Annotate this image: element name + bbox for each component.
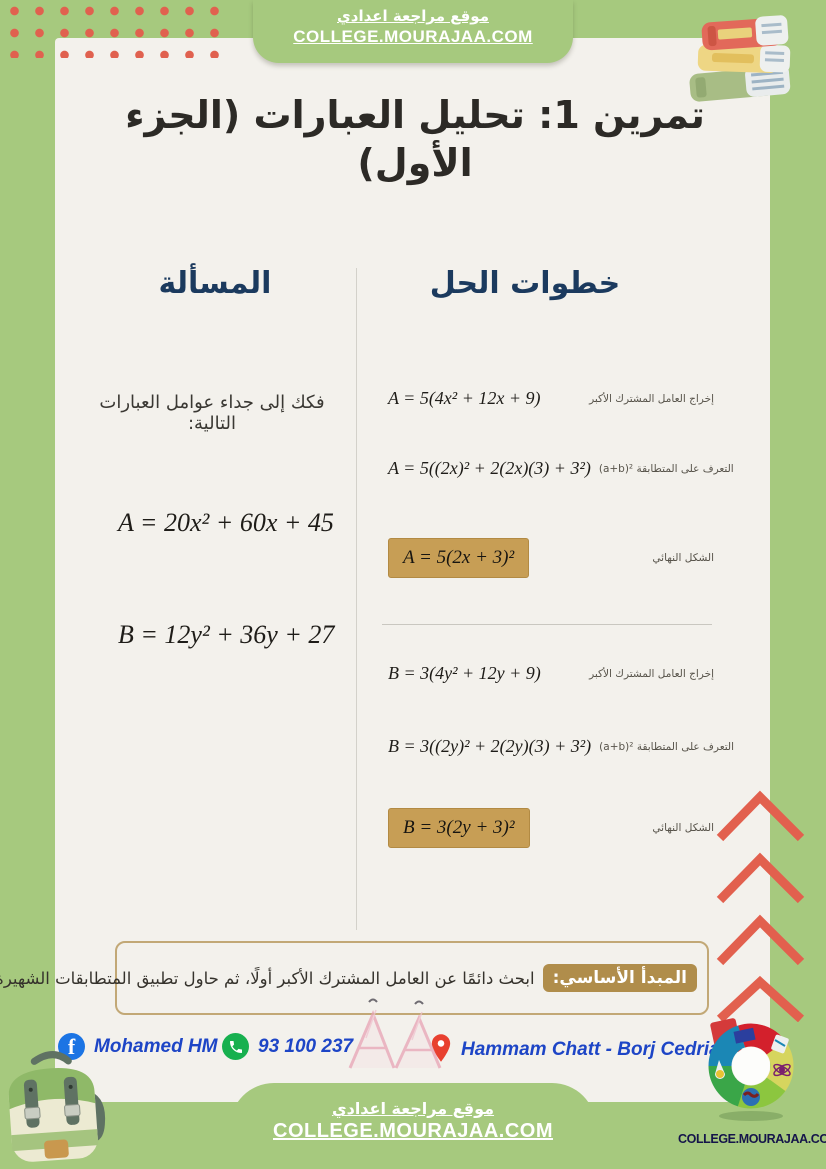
site-name: موقع مراجعة اعدادي: [337, 7, 489, 25]
location-contact[interactable]: Hammam Chatt - Borj Cedria: [430, 1033, 720, 1067]
site-url-link[interactable]: COLLEGE.MOURAJAA.COM: [293, 27, 533, 46]
solution-steps: A = 5(4x² + 12x + 9) إخراج العامل المشتر…: [366, 380, 734, 892]
step-label: الشكل النهائي: [652, 552, 714, 564]
polka-dots-decoration: [0, 0, 222, 58]
expression-b: B = 12y² + 36y + 27: [118, 620, 335, 649]
site-footer-tab: موقع مراجعة اعدادي COLLEGE.MOURAJAA.COM: [230, 1083, 596, 1169]
location-pin-icon: [430, 1033, 452, 1067]
step-equation: B = 3(4y² + 12y + 9): [388, 663, 541, 683]
step-label: التعرف على المتطابقة ‎(a+b)²‎: [599, 740, 735, 753]
whatsapp-phone-icon: [222, 1033, 249, 1060]
chevron-arrows-decoration: [716, 790, 805, 1022]
step-label: التعرف على المتطابقة ‎(a+b)²‎: [598, 462, 734, 475]
principle-text: ابحث دائمًا عن العامل المشترك الأكبر أول…: [0, 968, 535, 988]
step-equation: A = 5((2x)² + 2(2x)(3) + 3²): [388, 458, 591, 478]
pink-sketch-decoration: [348, 998, 442, 1069]
backpack-illustration: [8, 1051, 106, 1162]
site-logo: COLLEGE.MOURAJAA.COM: [678, 1014, 826, 1146]
step-label: إخراج العامل المشترك الأكبر: [589, 667, 714, 680]
step-label: الشكل النهائي: [652, 822, 714, 834]
solution-step-a1: A = 5(4x² + 12x + 9) إخراج العامل المشتر…: [366, 388, 714, 409]
problem-instruction: فكك إلى جداء عوامل العبارات التالية:: [99, 392, 325, 434]
step-equation: A = 5(4x² + 12x + 9): [388, 388, 541, 408]
site-header-tab: موقع مراجعة اعدادي COLLEGE.MOURAJAA.COM: [253, 0, 573, 63]
final-form-b: B = 3(2y + 3)²: [388, 808, 530, 848]
solution-step-b-final: B = 3(2y + 3)² الشكل النهائي: [366, 808, 714, 848]
site-url-link[interactable]: COLLEGE.MOURAJAA.COM: [273, 1120, 553, 1142]
problem-column-header: المسألة: [158, 266, 272, 301]
solution-step-b1: B = 3(4y² + 12y + 9) إخراج العامل المشتر…: [366, 663, 714, 684]
principle-label: المبدأ الأساسي:: [542, 964, 697, 992]
logo-caption: COLLEGE.MOURAJAA.COM: [678, 1132, 826, 1146]
step-equation: B = 3((2y)² + 2(2y)(3) + 3²): [388, 736, 592, 756]
column-divider: [356, 268, 357, 930]
facebook-name: Mohamed HM: [94, 1035, 218, 1057]
books-stack-illustration: [689, 15, 791, 102]
principle-box: المبدأ الأساسي: ابحث دائمًا عن العامل ال…: [0, 941, 709, 1015]
exercise-title: تمرين 1: تحليل العبارات (الجزء الأول): [125, 93, 705, 185]
location-text: Hammam Chatt - Borj Cedria: [461, 1039, 720, 1060]
phone-number: 93 100 237: [258, 1035, 354, 1057]
solution-step-b2: B = 3((2y)² + 2(2y)(3) + 3²) التعرف على …: [366, 736, 734, 757]
solution-step-a-final: A = 5(2x + 3)² الشكل النهائي: [366, 538, 714, 578]
education-ring-logo-icon: [708, 1018, 794, 1121]
final-form-a: A = 5(2x + 3)²: [388, 538, 530, 578]
section-divider: [382, 624, 712, 625]
solution-column-header: خطوات الحل: [429, 266, 621, 301]
expression-a: A = 20x² + 60x + 45: [118, 508, 334, 537]
step-label: إخراج العامل المشترك الأكبر: [589, 392, 714, 405]
site-name: موقع مراجعة اعدادي: [331, 1099, 495, 1118]
whatsapp-contact[interactable]: 93 100 237: [222, 1033, 353, 1060]
solution-step-a2: A = 5((2x)² + 2(2x)(3) + 3²) التعرف على …: [366, 458, 734, 479]
